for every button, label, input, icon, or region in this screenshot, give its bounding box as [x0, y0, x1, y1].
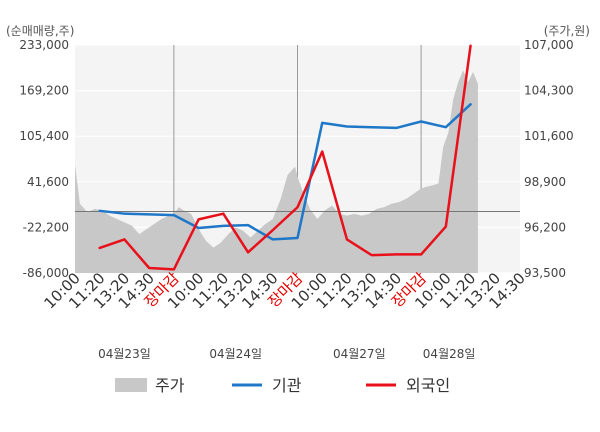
legend-swatch-price — [115, 378, 147, 392]
right-axis-tick-label: 93,500 — [524, 266, 566, 280]
series-line-institution — [98, 103, 472, 241]
legend-label: 주가 — [155, 376, 185, 395]
date-label: 04월24일 — [209, 347, 262, 361]
right-axis-tick-label: 104,300 — [524, 84, 574, 98]
right-axis-tick-label: 98,900 — [524, 175, 566, 189]
left-axis-tick-label: 105,400 — [19, 129, 69, 143]
right-axis-tick-label: 96,200 — [524, 220, 566, 234]
left-axis-tick-label: 233,000 — [19, 38, 69, 52]
left-axis-tick-label: -86,000 — [23, 266, 69, 280]
date-label: 04월23일 — [98, 347, 151, 361]
legend-label: 외국인 — [406, 376, 450, 395]
right-axis-tick-label: 101,600 — [524, 129, 574, 143]
date-label: 04월27일 — [333, 347, 386, 361]
series-line-foreign — [98, 44, 472, 271]
left-axis-unit-label: (순매매량,주) — [6, 24, 74, 38]
plot-area: 233,000 169,200 105,400 41,600 -22,200 -86,00… — [19, 38, 573, 361]
price-area — [75, 70, 478, 273]
right-axis-unit-label: (주가,원) — [544, 24, 590, 38]
legend: 주가 기관 외국인 — [115, 376, 450, 395]
left-axis-tick-label: 41,600 — [27, 175, 69, 189]
left-axis-tick-label: 169,200 — [19, 84, 69, 98]
legend-label: 기관 — [272, 376, 302, 395]
right-axis-tick-label: 107,000 — [524, 38, 574, 52]
date-label: 04월28일 — [423, 347, 476, 361]
left-axis-tick-label: -22,200 — [23, 220, 69, 234]
